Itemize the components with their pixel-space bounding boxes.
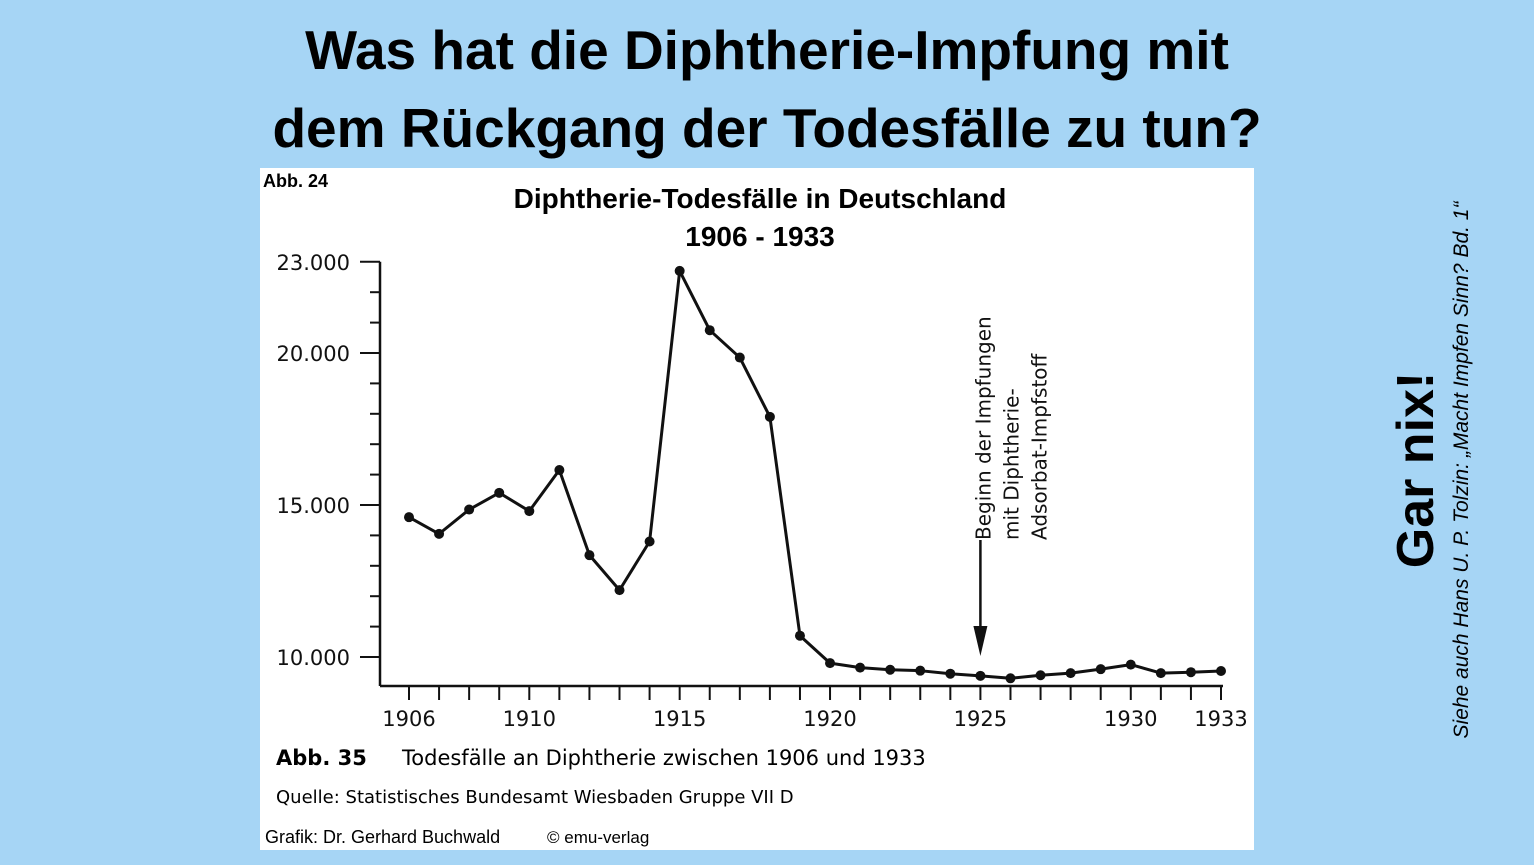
caption-text: Todesfälle an Diphtherie zwischen 1906 u…: [401, 746, 926, 770]
annotation-text-line: Beginn der Impfungen: [971, 316, 995, 540]
figure-panel: Abb. 24 Diphtherie-Todesfälle in Deutsch…: [260, 168, 1254, 850]
side-reference: Siehe auch Hans U. P. Tolzin: „Macht Imp…: [1450, 201, 1473, 739]
slide-title-line-1: Was hat die Diphtherie-Impfung mit: [305, 19, 1229, 81]
data-point-1909: [494, 487, 505, 498]
y-tick-label: 15.000: [277, 494, 350, 518]
diphtheria-line-chart: Abb. 24 Diphtherie-Todesfälle in Deutsch…: [263, 171, 1248, 847]
chart-title: Diphtherie-Todesfälle in Deutschland: [514, 183, 1007, 214]
data-point-1917: [734, 352, 745, 363]
data-point-1922: [885, 664, 896, 675]
x-tick-label: 1925: [954, 707, 1007, 731]
copyright-text: © emu-verlag: [547, 828, 649, 847]
x-tick-label: 1906: [382, 707, 435, 731]
annotation-text-line: mit Diphtherie-: [999, 388, 1023, 540]
x-tick-label: 1910: [503, 707, 556, 731]
data-point-1906: [404, 512, 414, 523]
y-tick-label: 23.000: [277, 251, 350, 275]
x-tick-label: 1930: [1104, 707, 1157, 731]
data-point-1918: [764, 411, 775, 422]
data-point-1933: [1216, 665, 1226, 676]
y-tick-label: 10.000: [277, 646, 350, 670]
caption-label: Abb. 35: [276, 746, 367, 770]
annotation-text-line: Adsorbat-Impfstoff: [1027, 352, 1051, 540]
data-point-1926: [1005, 673, 1016, 684]
data-point-1921: [855, 662, 866, 673]
series-line: [408, 269, 1222, 680]
figure-label-top: Abb. 24: [263, 171, 328, 191]
data-point-1927: [1035, 670, 1046, 681]
data-point-1907: [434, 528, 445, 539]
annotation-arrow-head-icon: [973, 626, 988, 656]
data-point-1910: [524, 506, 535, 517]
data-point-1916: [704, 325, 715, 336]
data-point-1914: [644, 536, 655, 547]
data-point-1919: [794, 630, 805, 641]
x-tick-label: 1920: [803, 707, 856, 731]
x-tick-label: 1933: [1194, 707, 1247, 731]
data-point-1931: [1155, 668, 1166, 679]
data-point-1928: [1065, 668, 1076, 679]
data-point-1913: [614, 585, 625, 596]
data-point-1924: [945, 668, 956, 679]
data-point-1911: [554, 465, 565, 476]
credit-text: Grafik: Dr. Gerhard Buchwald: [265, 827, 500, 847]
x-tick-label: 1915: [653, 707, 706, 731]
data-point-1932: [1185, 667, 1196, 678]
chart-subtitle: 1906 - 1933: [685, 221, 834, 252]
data-point-1908: [464, 504, 475, 515]
y-tick-label: 20.000: [277, 342, 350, 366]
data-point-1925: [975, 670, 986, 681]
source-text: Quelle: Statistisches Bundesamt Wiesbade…: [276, 787, 794, 808]
data-point-1915: [674, 265, 685, 276]
slide-title-line-2: dem Rückgang der Todesfälle zu tun?: [272, 97, 1262, 159]
data-point-1923: [915, 665, 926, 676]
data-point-1929: [1095, 664, 1106, 675]
side-answer: Gar nix!: [1387, 371, 1445, 569]
data-point-1912: [584, 550, 595, 561]
data-point-1920: [825, 658, 836, 669]
data-point-1930: [1125, 659, 1136, 670]
